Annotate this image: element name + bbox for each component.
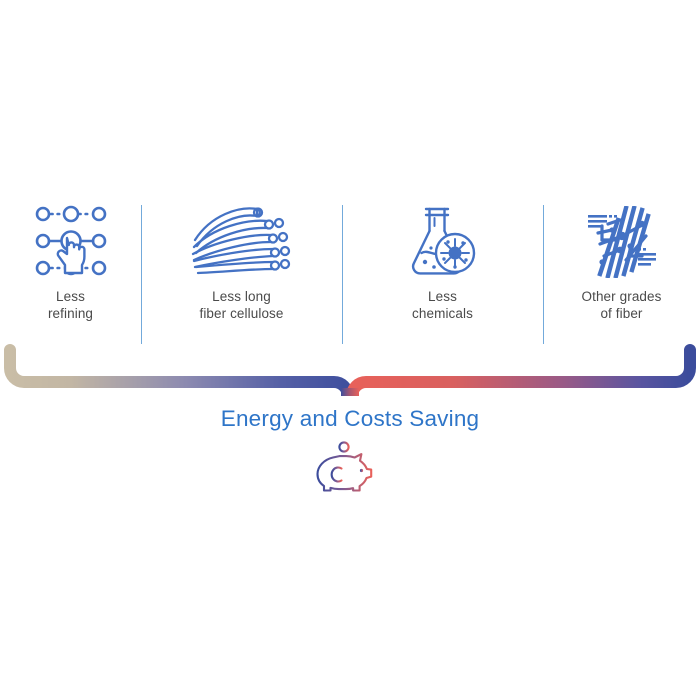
column-divider-1 [141,205,142,344]
outcome-title: Energy and Costs Saving [220,406,480,431]
benefit-item-other-grades-of-fiber[interactable]: Other grades of fiber [543,196,700,344]
benefit-item-less-refining[interactable]: Less refining [0,196,141,344]
benefits-row: Less refining [0,196,700,344]
converging-bracket [0,344,700,402]
benefit-item-less-long-fiber-cellulose[interactable]: Less long fiber cellulose [141,196,342,344]
cellulose-fibers-icon [189,196,295,288]
benefit-label: Less refining [47,289,94,321]
refining-network-touch-icon [34,196,108,288]
benefit-item-less-chemicals[interactable]: Less chemicals [342,196,543,344]
piggy-bank-euro-icon [313,441,375,493]
column-divider-2 [342,205,343,344]
benefit-label: Other grades of fiber [581,289,662,321]
fiber-circuit-pattern-icon [586,196,658,288]
benefit-label: Less long fiber cellulose [199,289,284,321]
chemical-flask-icon [407,196,479,288]
benefit-label: Less chemicals [412,289,473,321]
column-divider-3 [543,205,544,344]
